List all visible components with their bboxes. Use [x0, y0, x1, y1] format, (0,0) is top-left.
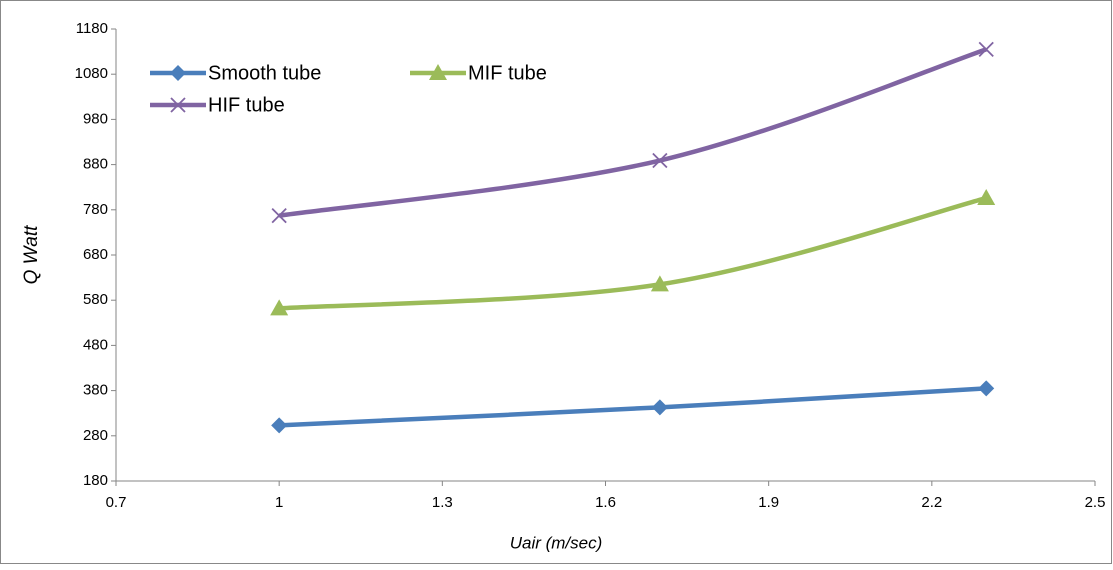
y-axis-title: Q Watt — [21, 225, 42, 284]
x-tick-label: 1.9 — [758, 494, 779, 511]
y-tick-label: 1080 — [75, 65, 108, 82]
x-tick-label: 1 — [275, 494, 283, 511]
legend-marker — [170, 97, 186, 113]
marker — [271, 208, 287, 224]
y-tick-label: 780 — [83, 201, 108, 218]
legend-marker — [429, 64, 447, 80]
y-tick-label: 1180 — [76, 20, 108, 37]
y-tick-label: 280 — [83, 427, 108, 444]
y-tick-label: 180 — [83, 472, 108, 489]
y-tick-label: 480 — [83, 336, 108, 353]
y-tick-label: 580 — [83, 291, 108, 308]
x-tick-label: 0.7 — [106, 494, 127, 511]
legend-marker — [170, 65, 186, 81]
x-tick-label: 2.2 — [921, 494, 942, 511]
marker — [650, 275, 669, 292]
legend: Smooth tube MIF tube HIF tube — [150, 62, 547, 116]
y-tick-label: 380 — [83, 382, 108, 399]
series — [270, 189, 996, 316]
legend-label: Smooth tube — [208, 62, 321, 84]
x-tick-label: 2.5 — [1085, 494, 1106, 511]
series — [271, 380, 995, 434]
marker — [651, 399, 668, 416]
y-tick-label: 880 — [83, 156, 108, 173]
x-axis-title: Uair (m/sec) — [510, 533, 603, 552]
legend-label: HIF tube — [208, 94, 285, 116]
marker — [977, 189, 996, 206]
marker — [271, 417, 288, 434]
legend-label: MIF tube — [468, 62, 547, 84]
y-tick-label: 980 — [83, 110, 108, 127]
marker — [652, 152, 668, 169]
marker — [270, 299, 289, 316]
marker — [978, 380, 995, 397]
y-tick-label: 680 — [83, 246, 108, 263]
series — [271, 41, 994, 224]
marker — [978, 41, 994, 57]
x-tick-label: 1.3 — [432, 494, 453, 511]
x-tick-label: 1.6 — [595, 494, 616, 511]
